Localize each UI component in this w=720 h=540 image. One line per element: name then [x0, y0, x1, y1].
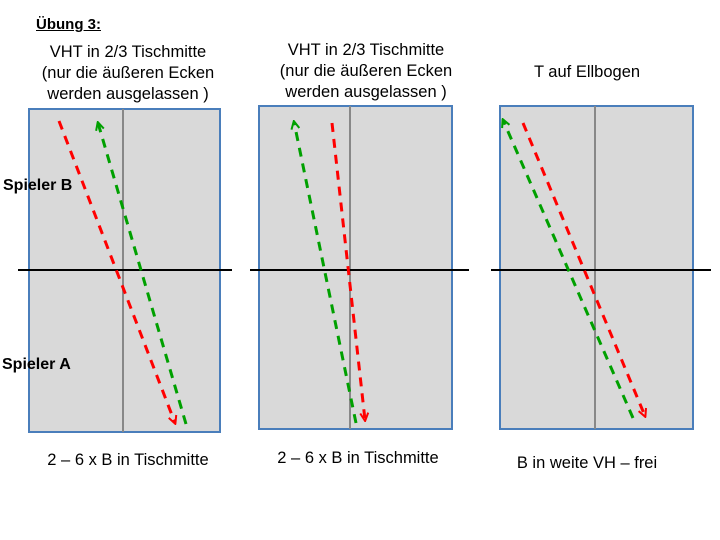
- exercise-title: Übung 3:: [36, 16, 101, 33]
- player-b-label: Spieler B: [3, 177, 73, 194]
- panel-3-caption: T auf Ellbogen: [487, 62, 687, 83]
- panel-2-caption-line-2: (nur die äußeren Ecken: [279, 62, 453, 80]
- table-1: [18, 108, 232, 433]
- player-a-label: Spieler A: [2, 356, 71, 373]
- table-1-green-arrow: [98, 123, 188, 425]
- table-2-surface: [258, 105, 453, 430]
- panel-2-caption-line-1: VHT in 2/3 Tischmitte: [287, 41, 445, 59]
- table-3-red-arrow: [521, 122, 645, 416]
- table-3-surface: [499, 105, 694, 430]
- panel-1-footer: 2 – 6 x B in Tischmitte: [47, 451, 209, 469]
- panel-1-caption: VHT in 2/3 Tischmitte (nur die äußeren E…: [18, 42, 238, 105]
- table-1-red-arrow: [57, 120, 175, 423]
- panel-1-caption-line-2: (nur die äußeren Ecken: [41, 64, 215, 82]
- table-3: [491, 105, 711, 430]
- table-2-green-arrow: [294, 122, 358, 424]
- panel-2-caption-line-3: werden ausgelassen ): [285, 83, 447, 101]
- panel-1-caption-line-3: werden ausgelassen ): [47, 85, 209, 103]
- table-2-red-arrow: [330, 122, 365, 420]
- table-2: [250, 105, 469, 430]
- panel-3-footer: B in weite VH – frei: [516, 454, 658, 472]
- panel-2-footer: 2 – 6 x B in Tischmitte: [277, 449, 439, 467]
- table-3-green-arrow: [503, 120, 635, 419]
- panel-3-caption-line-1: T auf Ellbogen: [533, 63, 641, 81]
- panel-1-caption-line-1: VHT in 2/3 Tischmitte: [49, 43, 207, 61]
- panel-2-caption: VHT in 2/3 Tischmitte (nur die äußeren E…: [256, 40, 476, 103]
